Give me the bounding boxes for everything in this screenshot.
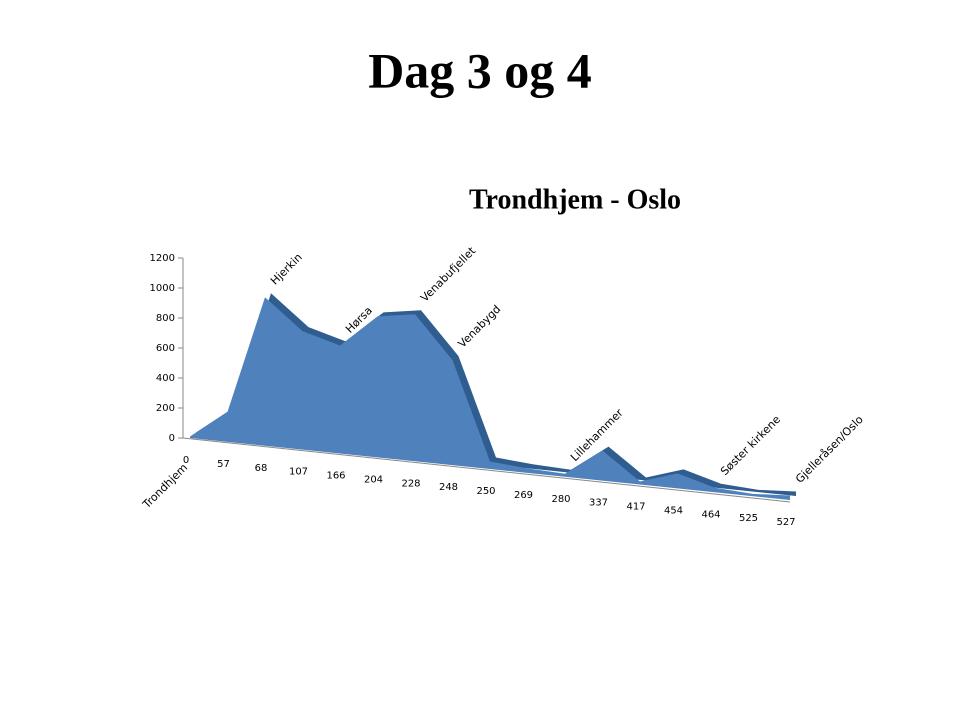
x-tick-label: 204 (364, 474, 383, 485)
x-tick-label: 248 (439, 482, 458, 493)
x-tick-label: 525 (739, 513, 758, 524)
point-label: Venabufjellet (418, 244, 479, 305)
x-tick-label: 454 (664, 505, 683, 516)
point-label: Hjerkin (268, 251, 305, 288)
chart-title: Trondhjem - Oslo (469, 184, 681, 215)
y-tick-label: 1000 (150, 283, 175, 294)
x-tick-label: 228 (401, 478, 420, 489)
y-tick-label: 800 (156, 313, 175, 324)
point-label: Søster kirkene (718, 413, 783, 478)
x-tick-label: 417 (626, 502, 645, 513)
y-tick-label: 200 (156, 403, 175, 414)
y-tick-label: 600 (156, 343, 175, 354)
x-tick-label: 527 (776, 517, 795, 528)
y-tick-label: 1200 (150, 253, 175, 264)
x-tick-label: 250 (476, 486, 495, 497)
point-label: Gjelleråsen/Oslo (793, 413, 866, 486)
x-tick-label: 166 (326, 471, 345, 482)
area (190, 297, 790, 500)
x-axis (182, 437, 791, 503)
point-label: Venabygd (456, 303, 504, 351)
x-tick-label: 280 (551, 494, 570, 505)
x-tick-label: 68 (255, 463, 268, 474)
x-tick-label: 269 (514, 490, 533, 501)
x-tick-label: 337 (589, 498, 608, 509)
y-tick-label: 0 (169, 433, 175, 444)
x-tick-label: 0 (183, 455, 189, 466)
x-tick-label: 57 (217, 459, 230, 470)
x-tick-label: 107 (289, 467, 308, 478)
point-label: Trondhjem (140, 461, 191, 512)
slide-title: Dag 3 og 4 (368, 42, 592, 98)
x-tick-label: 464 (701, 509, 720, 520)
y-tick-label: 400 (156, 373, 175, 384)
